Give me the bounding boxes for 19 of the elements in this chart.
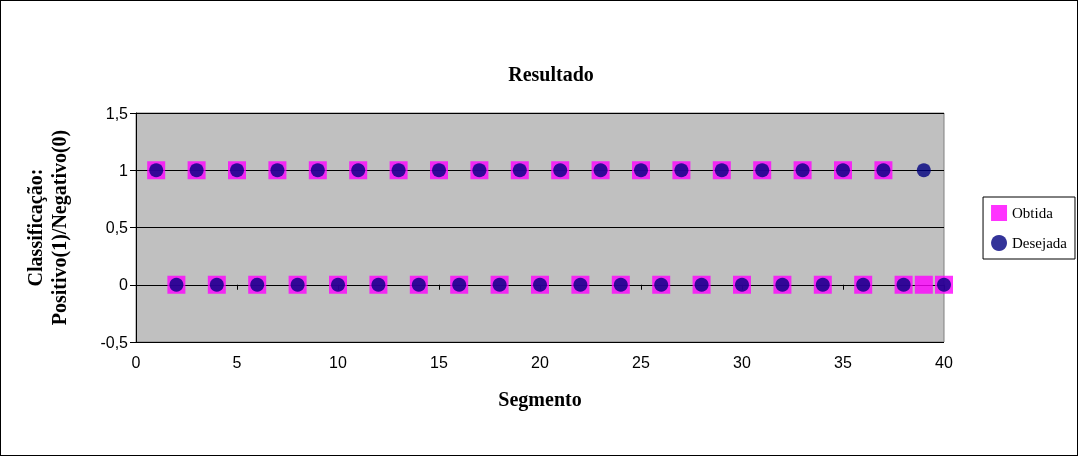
legend-label: Obtida (1012, 205, 1054, 221)
x-tick-label: 10 (329, 353, 347, 371)
x-tick-label: 30 (733, 353, 751, 371)
legend-label: Desejada (1012, 235, 1068, 251)
y-tick-label: 1,5 (105, 104, 129, 122)
y-tick-label: 1 (119, 161, 129, 179)
x-tick-label: 0 (131, 353, 141, 371)
x-tick-label: 20 (531, 353, 549, 371)
x-axis-title: Segmento (498, 388, 582, 411)
x-tick-label: 25 (632, 353, 650, 371)
x-tick-label: 40 (935, 353, 953, 371)
y-tick-label: 0 (119, 276, 129, 294)
y-tick-label: 0,5 (105, 219, 129, 236)
y-axis-title: Classificação: Positivo(1)/Negativo(0) (24, 129, 71, 326)
x-tick-label: 15 (430, 353, 448, 371)
x-tick-label: 5 (232, 353, 242, 371)
x-tick-label: 35 (834, 353, 852, 371)
y-tick-label: -0,5 (100, 333, 129, 351)
chart-title: Resultado (508, 63, 594, 85)
